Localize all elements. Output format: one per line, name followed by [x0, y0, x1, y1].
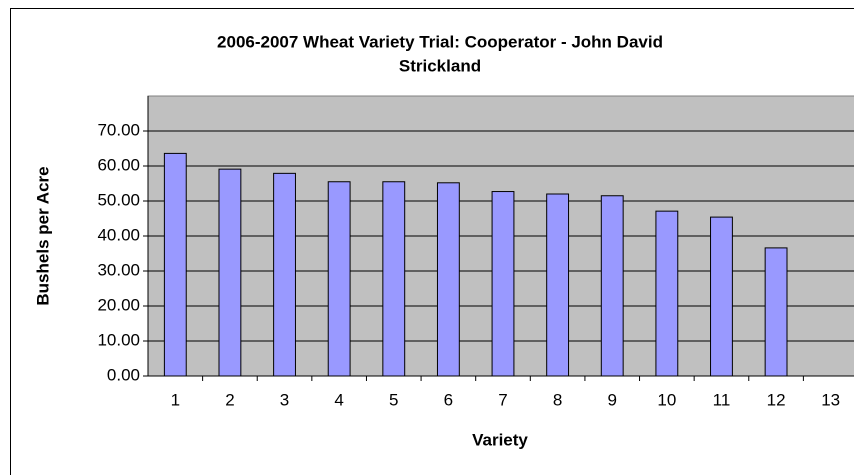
- x-tick-label: 9: [607, 390, 616, 409]
- bar: [764, 247, 788, 377]
- bar: [273, 172, 296, 377]
- x-tick-label: 4: [334, 390, 343, 409]
- x-tick-label: 13: [821, 390, 840, 409]
- x-tick-label: 11: [713, 390, 731, 409]
- y-tick-label: 30.00: [97, 260, 140, 279]
- y-tick-label: 10.00: [97, 330, 140, 349]
- bar: [491, 191, 515, 377]
- bar: [710, 216, 733, 377]
- bar: [163, 152, 187, 377]
- bar: [655, 210, 679, 377]
- x-tick-label: 8: [553, 390, 562, 409]
- bar: [327, 181, 351, 377]
- y-tick-label: 70.00: [97, 120, 140, 139]
- bar: [546, 193, 570, 377]
- x-tick-label: 10: [657, 390, 676, 409]
- x-axis-title: Variety: [472, 430, 528, 449]
- x-tick-label: 7: [498, 390, 507, 409]
- x-tick-label: 6: [444, 390, 453, 409]
- x-tick-label: 3: [280, 390, 289, 409]
- bar: [436, 182, 460, 377]
- y-tick-label: 60.00: [97, 155, 140, 174]
- y-tick-label: 40.00: [97, 225, 140, 244]
- bar: [218, 168, 242, 377]
- chart-title: Strickland: [399, 56, 481, 75]
- y-axis-title: Bushels per Acre: [33, 166, 52, 305]
- bar: [382, 181, 406, 377]
- y-tick-label: 0.00: [107, 365, 140, 384]
- bar: [600, 195, 624, 377]
- y-tick-label: 20.00: [97, 295, 140, 314]
- y-tick-label: 50.00: [97, 190, 140, 209]
- x-tick-label: 1: [171, 390, 180, 409]
- chart-title: 2006-2007 Wheat Variety Trial: Cooperato…: [217, 32, 663, 51]
- x-tick-label: 5: [389, 390, 398, 409]
- x-tick-label: 2: [225, 390, 234, 409]
- x-tick-label: 12: [767, 390, 786, 409]
